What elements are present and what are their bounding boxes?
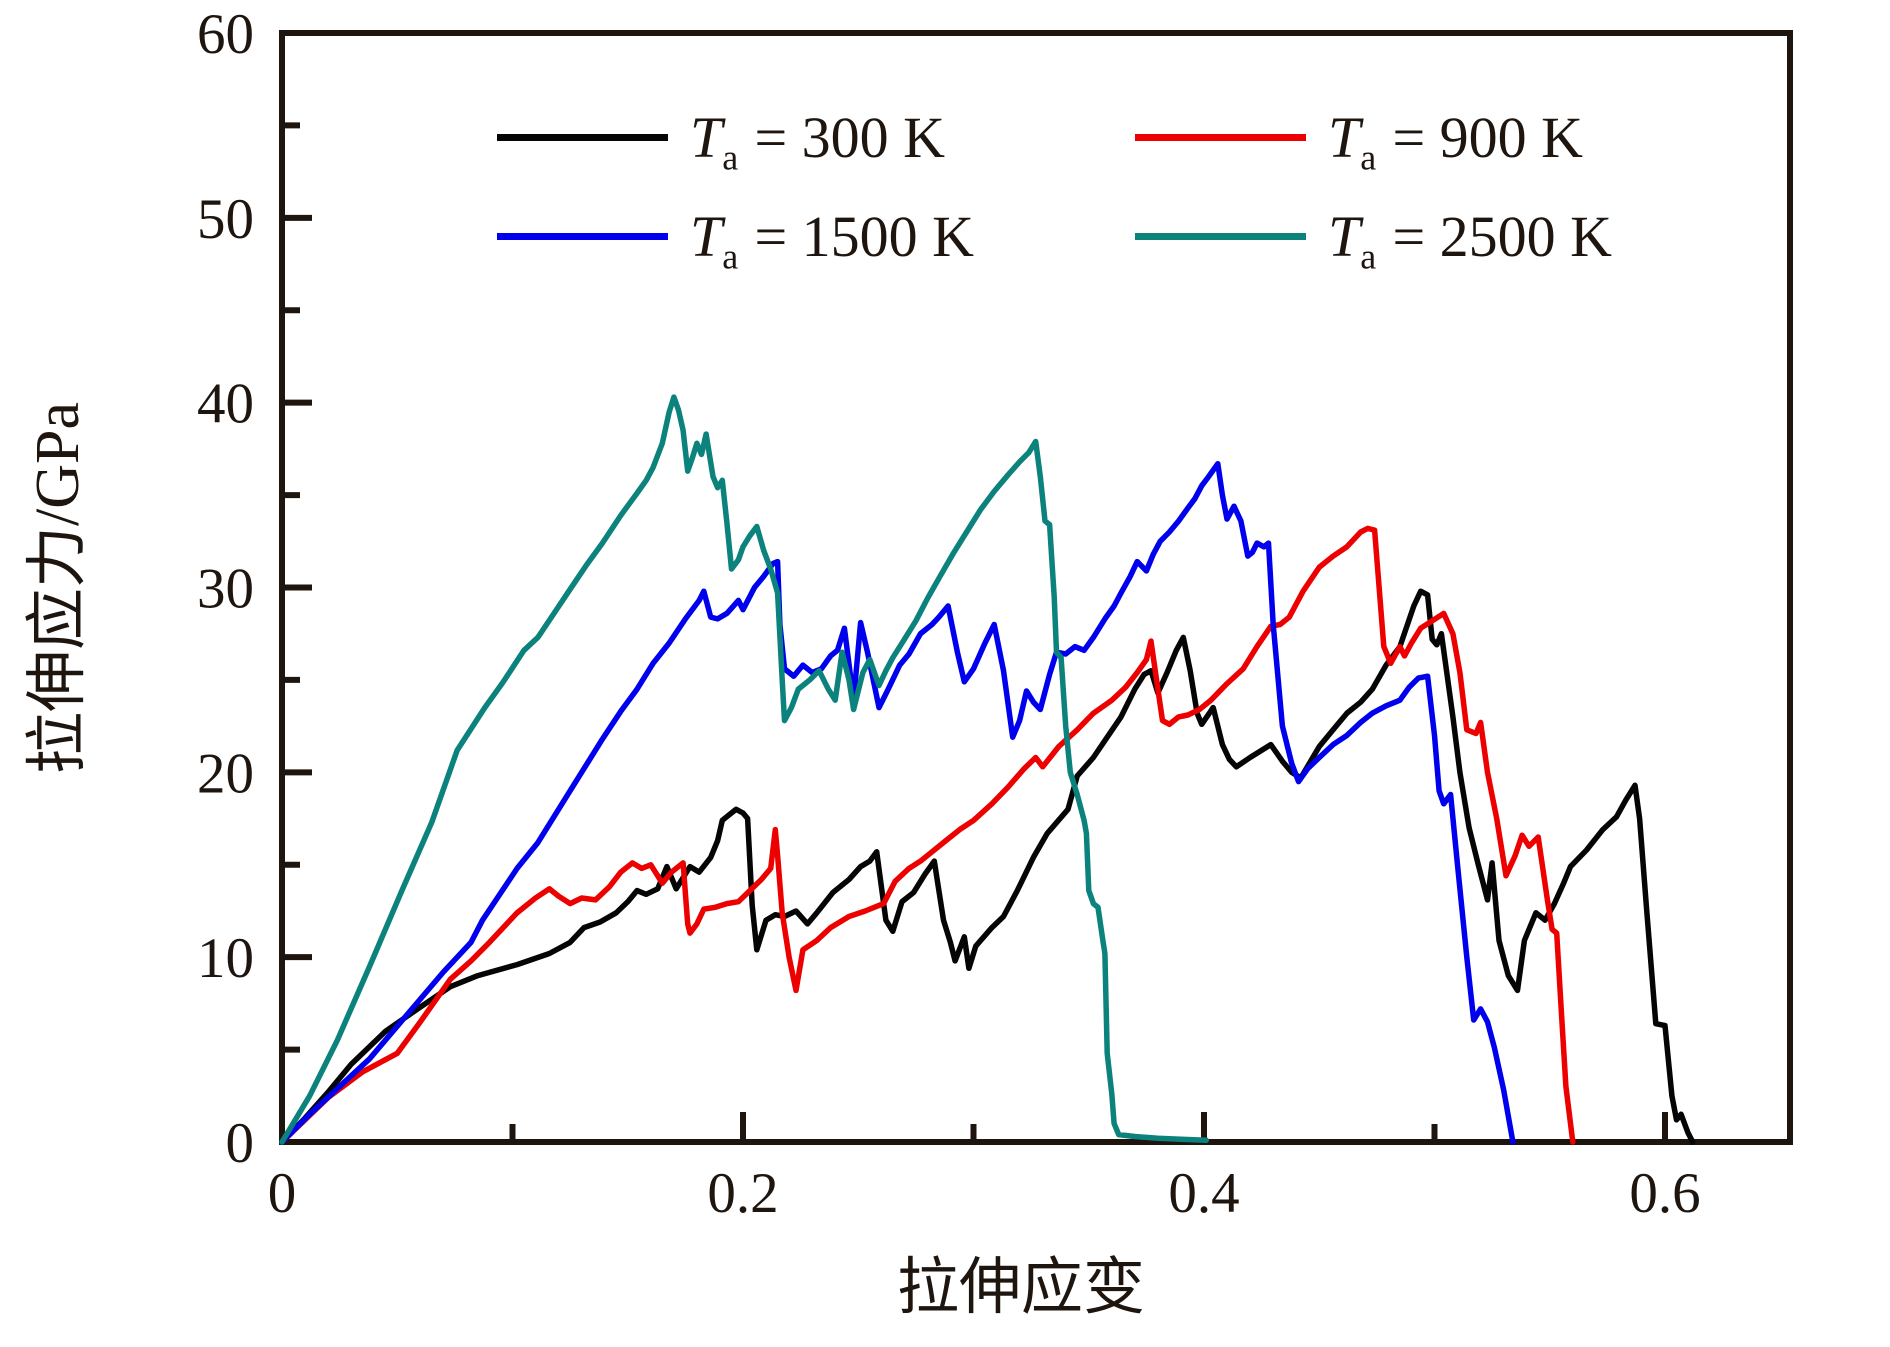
series-line-2500k — [279, 394, 1210, 1145]
legend-line-900k — [1135, 133, 1306, 141]
legend-subscript: a — [722, 236, 739, 277]
legend-value: = 900 K — [1392, 104, 1584, 170]
x-axis-title: 拉伸应变 — [897, 1254, 1145, 1322]
legend-label-2500k: Ta = 2500 K — [1328, 203, 1613, 275]
x-tick-label: 0.6 — [1629, 1162, 1700, 1225]
x-tick-label: 0 — [268, 1162, 297, 1225]
y-tick-label: 0 — [226, 1112, 255, 1175]
legend-item-1500k: Ta = 1500 K — [497, 204, 974, 274]
y-tick-label: 40 — [197, 373, 254, 436]
y-tick-label: 20 — [197, 742, 254, 805]
legend-item-2500k: Ta = 2500 K — [1135, 204, 1612, 274]
series-line-300k — [279, 588, 1696, 1145]
legend-label-1500k: Ta = 1500 K — [690, 203, 975, 275]
legend-subscript: a — [1360, 236, 1377, 277]
series-line-900k — [279, 525, 1576, 1145]
legend-symbol: T — [1328, 104, 1361, 170]
legend-label-300k: Ta = 300 K — [690, 104, 946, 176]
legend-line-1500k — [497, 232, 668, 240]
y-tick-label: 10 — [197, 927, 254, 990]
legend-subscript: a — [1360, 137, 1377, 178]
x-tick-label: 0.4 — [1168, 1162, 1239, 1225]
legend-item-900k: Ta = 900 K — [1135, 105, 1583, 175]
legend-line-300k — [497, 133, 668, 141]
legend-value: = 1500 K — [754, 203, 975, 269]
x-tick-label: 0.2 — [707, 1162, 778, 1225]
legend-line-2500k — [1135, 232, 1306, 240]
series-line-1500k — [279, 460, 1516, 1145]
y-axis-title: 拉伸应力/GPa — [24, 402, 92, 774]
legend-symbol: T — [690, 104, 723, 170]
legend-symbol: T — [690, 203, 723, 269]
legend-symbol: T — [1328, 203, 1361, 269]
legend-value: = 2500 K — [1392, 203, 1613, 269]
legend-value: = 300 K — [754, 104, 946, 170]
legend-label-900k: Ta = 900 K — [1328, 104, 1584, 176]
y-tick-label: 50 — [197, 188, 254, 251]
y-tick-label: 30 — [197, 558, 254, 621]
legend-item-300k: Ta = 300 K — [497, 105, 945, 175]
plot-frame — [279, 30, 1793, 1145]
y-tick-label: 60 — [197, 3, 254, 66]
legend-subscript: a — [722, 137, 739, 178]
